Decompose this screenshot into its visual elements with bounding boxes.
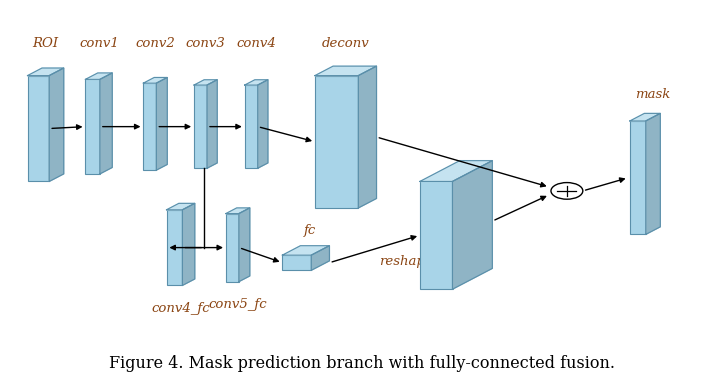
Polygon shape — [311, 246, 329, 270]
Bar — [143, 83, 156, 170]
Polygon shape — [452, 161, 492, 289]
Text: conv4_fc: conv4_fc — [151, 302, 210, 314]
Polygon shape — [167, 203, 195, 210]
Bar — [85, 79, 100, 174]
Text: mask: mask — [635, 88, 670, 101]
Polygon shape — [28, 68, 64, 76]
Polygon shape — [100, 73, 112, 174]
Polygon shape — [646, 113, 660, 234]
Bar — [315, 76, 358, 208]
Text: conv2: conv2 — [135, 37, 175, 50]
Text: ROI: ROI — [33, 37, 59, 50]
Bar — [420, 181, 452, 289]
Polygon shape — [226, 208, 250, 214]
Text: reshape: reshape — [379, 255, 432, 268]
Text: conv1: conv1 — [79, 37, 119, 50]
Circle shape — [551, 183, 583, 199]
Text: deconv: deconv — [322, 37, 369, 50]
Bar — [245, 85, 258, 168]
Polygon shape — [258, 80, 268, 168]
Text: conv3: conv3 — [186, 37, 225, 50]
Polygon shape — [630, 113, 660, 121]
Polygon shape — [156, 77, 167, 170]
Polygon shape — [239, 208, 250, 282]
Polygon shape — [85, 73, 112, 79]
Bar — [194, 85, 207, 168]
Text: conv4: conv4 — [237, 37, 276, 50]
Bar — [167, 210, 182, 285]
Text: Figure 4. Mask prediction branch with fully-connected fusion.: Figure 4. Mask prediction branch with fu… — [109, 355, 615, 372]
Polygon shape — [207, 80, 217, 168]
Polygon shape — [420, 161, 492, 181]
Polygon shape — [49, 68, 64, 181]
Bar — [226, 214, 239, 282]
Polygon shape — [315, 66, 376, 76]
Polygon shape — [143, 77, 167, 83]
Polygon shape — [194, 80, 217, 85]
Text: fc: fc — [303, 224, 316, 237]
Bar — [630, 121, 646, 234]
Polygon shape — [358, 66, 376, 208]
Polygon shape — [245, 80, 268, 85]
Polygon shape — [282, 246, 329, 255]
Bar — [28, 76, 49, 181]
Polygon shape — [182, 203, 195, 285]
Bar — [282, 255, 311, 270]
Text: conv5_fc: conv5_fc — [209, 298, 267, 311]
